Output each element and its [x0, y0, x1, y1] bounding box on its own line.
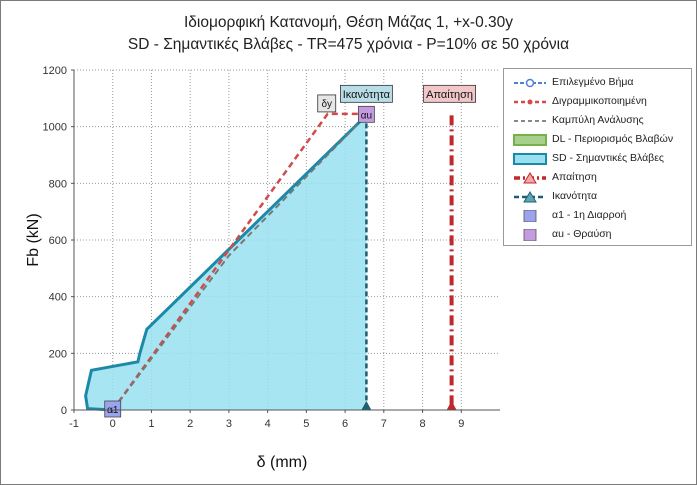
legend-item: DL - Περιορισμός Βλαβών [508, 131, 690, 149]
y-tick-label: 800 [49, 178, 67, 190]
legend-box [513, 153, 547, 165]
legend-symbol [523, 229, 537, 241]
point-label-box [317, 94, 337, 113]
legend-symbol [513, 134, 547, 146]
x-tick-label: 5 [303, 418, 309, 430]
series-layer: ΑπαίτησηΙκανότηταα1αuδy [84, 84, 476, 418]
legend-symbol [514, 172, 546, 184]
x-tick-label: 8 [419, 418, 425, 430]
point-marker [104, 400, 122, 418]
chart-subtitle: SD - Σημαντικές Βλάβες - TR=475 χρόνια -… [127, 36, 570, 53]
point-marker [357, 105, 375, 123]
vline-label-box: Απαίτηση [423, 84, 476, 103]
x-tick-label: 2 [187, 418, 193, 430]
legend-item-label: Ικανότητα [552, 190, 598, 202]
legend: Επιλεγμένο Βήμα Διγραμμικοποιημένη Καμπύλη… [503, 68, 692, 246]
legend-marker [527, 99, 533, 105]
x-tick-label: 1 [148, 418, 154, 430]
x-tick-label: 4 [265, 418, 271, 430]
x-tick-label: 3 [226, 418, 232, 430]
x-tick-label: 0 [110, 418, 116, 430]
legend-item: α1 - 1η Διαρροή [508, 207, 690, 225]
vline-label-bg [423, 84, 476, 103]
y-axis-label: Fb (kN) [25, 213, 42, 266]
chart-title: Ιδιομορφική Κατανομή, Θέση Μάζας 1, +x-0… [183, 14, 514, 31]
legend-marker [523, 191, 537, 203]
y-tick-label: 200 [49, 348, 67, 360]
legend-item: Απαίτηση [508, 169, 690, 187]
legend-symbol [514, 191, 546, 203]
series-line [111, 112, 367, 411]
legend-marker [523, 210, 537, 222]
legend-item-label: αu - Θραύση [552, 228, 612, 240]
legend-symbol [514, 78, 546, 88]
legend-item-label: SD - Σημαντικές Βλάβες [552, 152, 664, 164]
legend-item-label: Επιλεγμένο Βήμα [552, 76, 634, 88]
legend-item: Καμπύλη Ανάλυσης [508, 112, 690, 130]
sd-area-edge [84, 114, 368, 412]
legend-item-label: α1 - 1η Διαρροή [552, 209, 627, 221]
x-tick-label: 6 [342, 418, 348, 430]
legend-symbol [514, 99, 546, 105]
vline-triangle [446, 401, 457, 410]
legend-box [513, 134, 547, 146]
series-line [111, 114, 368, 411]
x-axis-label: δ (mm) [257, 454, 308, 471]
legend-symbol [513, 153, 547, 165]
legend-symbol [523, 210, 537, 222]
y-tick-label: 0 [61, 405, 67, 417]
legend-item: SD - Σημαντικές Βλάβες [508, 150, 690, 168]
point-label: δy [321, 99, 332, 110]
legend-marker [525, 78, 535, 88]
point-label: αu [361, 110, 372, 121]
legend-symbol [514, 120, 546, 122]
vline-label-text: Ικανότητα [343, 89, 391, 101]
vline-triangle [361, 401, 372, 410]
legend-marker [523, 172, 537, 184]
legend-item-label: Απαίτηση [552, 171, 597, 183]
legend-item-label: Καμπύλη Ανάλυσης [552, 114, 644, 126]
legend-item: Διγραμμικοποιημένη [508, 93, 690, 111]
legend-item-label: DL - Περιορισμός Βλαβών [552, 133, 674, 145]
y-tick-label: 1200 [43, 65, 67, 77]
legend-marker [523, 229, 537, 241]
sd-area [85, 115, 367, 410]
axes-layer [71, 69, 500, 413]
x-tick-label: 7 [381, 418, 387, 430]
vline-label-text: Απαίτηση [426, 89, 473, 101]
y-tick-label: 600 [49, 235, 67, 247]
y-tick-label: 1000 [43, 122, 67, 134]
x-tick-label: -1 [69, 418, 79, 430]
y-tick-label: 400 [49, 292, 67, 304]
legend-item: Ικανότητα [508, 188, 690, 206]
vline-label-bg [339, 84, 393, 103]
legend-item: Επιλεγμένο Βήμα [508, 74, 690, 92]
vline-label-box: Ικανότητα [339, 84, 393, 103]
x-tick-label: 9 [458, 418, 464, 430]
legend-item: αu - Θραύση [508, 226, 690, 244]
legend-item-label: Διγραμμικοποιημένη [552, 95, 647, 107]
